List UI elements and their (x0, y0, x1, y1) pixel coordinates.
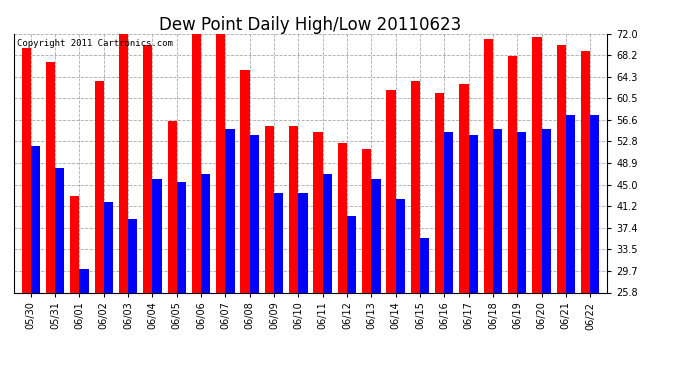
Bar (371, 179, 381, 375)
Bar (46, 62, 55, 375)
Bar (420, 238, 429, 375)
Bar (386, 90, 395, 375)
Bar (79, 269, 89, 375)
Bar (460, 84, 469, 375)
Bar (469, 135, 477, 375)
Bar (168, 120, 177, 375)
Bar (144, 45, 152, 375)
Bar (274, 194, 284, 375)
Bar (581, 51, 590, 375)
Bar (444, 132, 453, 375)
Bar (21, 48, 31, 375)
Bar (216, 26, 226, 375)
Bar (362, 148, 371, 375)
Bar (226, 129, 235, 375)
Bar (532, 36, 542, 375)
Bar (395, 199, 405, 375)
Bar (177, 182, 186, 375)
Bar (70, 196, 79, 375)
Bar (265, 126, 274, 375)
Bar (55, 168, 64, 375)
Bar (201, 174, 210, 375)
Bar (119, 34, 128, 375)
Bar (298, 194, 308, 375)
Bar (31, 146, 40, 375)
Bar (542, 129, 551, 375)
Bar (484, 39, 493, 375)
Bar (323, 174, 332, 375)
Bar (493, 129, 502, 375)
Bar (347, 216, 356, 375)
Text: Copyright 2011 Cartronics.com: Copyright 2011 Cartronics.com (17, 39, 172, 48)
Bar (337, 143, 347, 375)
Bar (95, 81, 103, 375)
Bar (313, 132, 323, 375)
Bar (508, 56, 518, 375)
Bar (435, 93, 444, 375)
Bar (518, 132, 526, 375)
Bar (128, 219, 137, 375)
Bar (250, 135, 259, 375)
Bar (240, 70, 250, 375)
Bar (289, 126, 298, 375)
Bar (192, 34, 201, 375)
Bar (557, 45, 566, 375)
Bar (566, 115, 575, 375)
Bar (104, 202, 113, 375)
Bar (152, 179, 161, 375)
Bar (411, 81, 420, 375)
Bar (590, 115, 600, 375)
Title: Dew Point Daily High/Low 20110623: Dew Point Daily High/Low 20110623 (159, 16, 462, 34)
